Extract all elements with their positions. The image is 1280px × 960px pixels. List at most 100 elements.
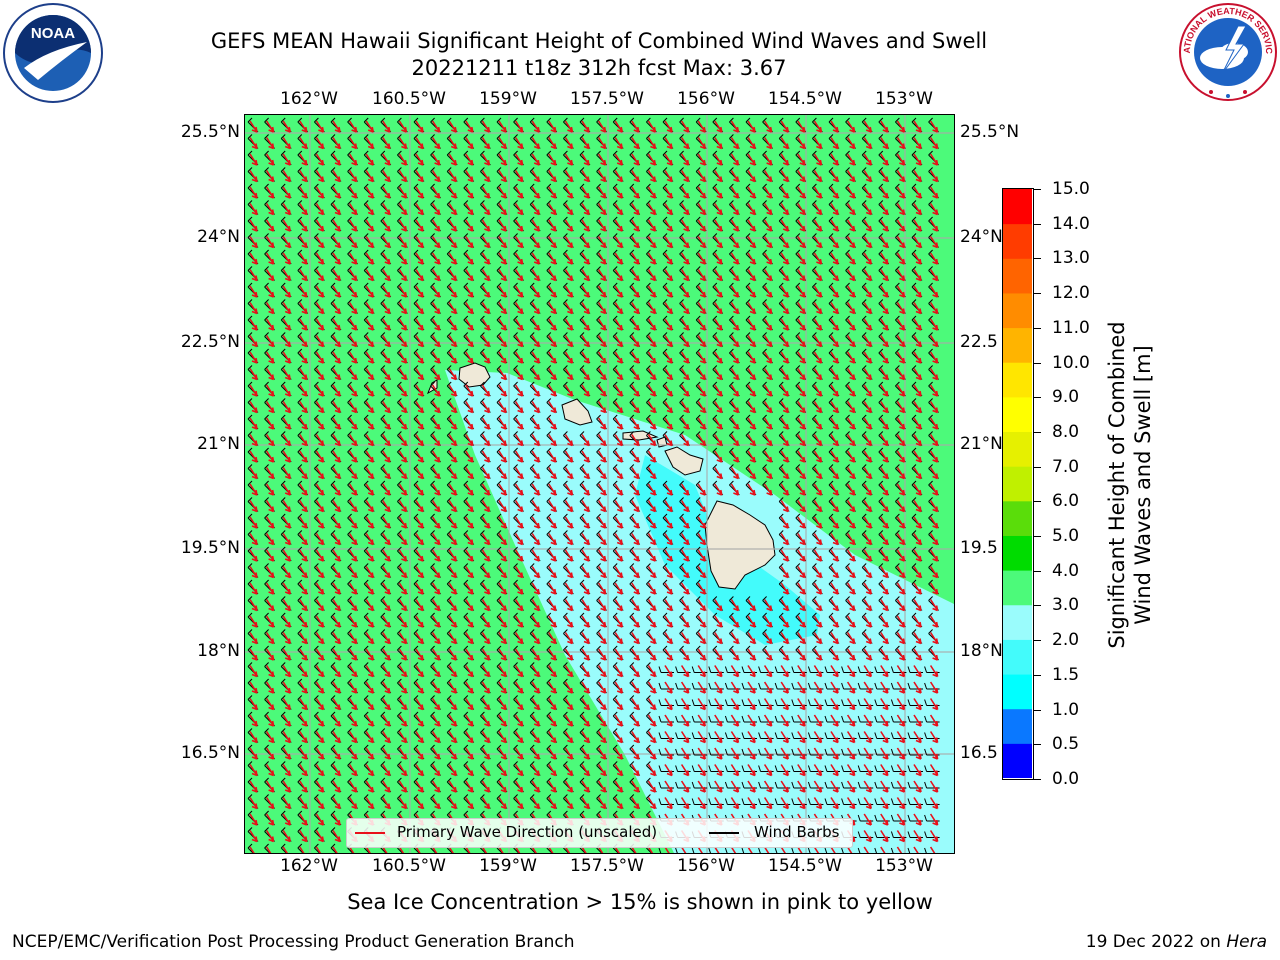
- wave-direction-arrow: [747, 714, 756, 727]
- wave-direction-arrow: [365, 714, 374, 727]
- wave-direction-arrow: [780, 599, 789, 612]
- wave-direction-arrow: [398, 566, 408, 579]
- wave-direction-arrow: [465, 632, 474, 645]
- wave-direction-arrow: [631, 747, 640, 760]
- wave-direction-arrow: [913, 599, 922, 612]
- wave-direction-arrow: [514, 632, 524, 645]
- wave-direction-arrow: [647, 764, 657, 777]
- wave-direction-arrow: [548, 648, 557, 661]
- wave-direction-arrow: [581, 368, 590, 381]
- wave-direction-arrow: [631, 780, 640, 793]
- wave-direction-arrow: [614, 846, 623, 853]
- wave-direction-arrow: [780, 285, 789, 298]
- wave-direction-arrow: [614, 780, 623, 793]
- wave-direction-arrow: [465, 285, 474, 298]
- colorbar-tick-mark: [1034, 605, 1041, 607]
- wave-direction-arrow: [564, 351, 574, 364]
- wave-direction-arrow: [249, 186, 258, 199]
- wave-direction-arrow: [282, 401, 291, 414]
- wave-direction-arrow: [830, 764, 839, 777]
- wave-direction-arrow: [863, 566, 872, 579]
- wave-direction-arrow: [299, 731, 308, 744]
- wave-direction-arrow: [763, 632, 773, 645]
- wave-direction-arrow: [282, 632, 291, 645]
- wave-direction-arrow: [863, 681, 872, 694]
- wave-direction-arrow: [498, 318, 507, 331]
- wave-direction-arrow: [415, 582, 424, 595]
- wave-direction-arrow: [249, 764, 258, 777]
- wave-direction-arrow: [465, 681, 474, 694]
- wave-direction-arrow: [697, 599, 706, 612]
- wave-direction-arrow: [614, 417, 623, 430]
- wave-direction-arrow: [498, 665, 507, 678]
- wave-direction-arrow: [365, 681, 374, 694]
- wave-direction-arrow: [664, 269, 673, 282]
- wave-direction-arrow: [730, 318, 740, 331]
- wave-direction-arrow: [614, 153, 623, 166]
- wave-direction-arrow: [315, 797, 325, 810]
- wave-direction-arrow: [597, 236, 607, 249]
- wave-direction-arrow: [780, 780, 789, 793]
- wave-direction-arrow: [514, 747, 524, 760]
- wave-direction-arrow: [398, 549, 408, 562]
- wave-direction-arrow: [680, 714, 690, 727]
- wave-direction-arrow: [763, 698, 773, 711]
- wave-direction-arrow: [763, 137, 773, 150]
- wave-direction-arrow: [780, 203, 789, 216]
- wind-barb: [330, 843, 337, 853]
- wave-direction-arrow: [465, 846, 473, 853]
- wave-direction-arrow: [498, 120, 507, 133]
- wave-direction-arrow: [680, 384, 690, 397]
- wave-direction-arrow: [896, 846, 905, 853]
- wave-direction-arrow: [265, 764, 275, 777]
- wave-direction-arrow: [614, 566, 623, 579]
- wave-direction-arrow: [465, 764, 474, 777]
- wave-direction-arrow: [514, 516, 524, 529]
- wave-direction-arrow: [797, 797, 806, 810]
- wave-direction-arrow: [597, 500, 607, 513]
- wave-direction-arrow: [548, 384, 557, 397]
- wave-direction-arrow: [398, 137, 408, 150]
- wave-direction-arrow: [365, 137, 374, 150]
- wave-direction-arrow: [714, 483, 723, 496]
- wave-direction-arrow: [830, 731, 839, 744]
- wave-direction-arrow: [431, 582, 441, 595]
- wave-direction-arrow: [846, 120, 856, 133]
- wave-direction-arrow: [299, 747, 308, 760]
- wave-direction-arrow: [797, 599, 806, 612]
- wave-direction-arrow: [664, 401, 673, 414]
- wave-direction-arrow: [880, 384, 889, 397]
- wave-direction-arrow: [415, 203, 424, 216]
- wave-direction-arrow: [730, 450, 740, 463]
- wave-direction-arrow: [398, 780, 408, 793]
- wind-barb: [675, 847, 678, 853]
- wave-direction-arrow: [299, 714, 308, 727]
- wave-direction-arrow: [398, 153, 408, 166]
- wave-direction-arrow: [481, 335, 491, 348]
- colorbar-tick-mark: [1034, 501, 1041, 503]
- wave-direction-arrow: [714, 797, 723, 810]
- wave-direction-arrow: [564, 153, 574, 166]
- wave-direction-arrow: [299, 120, 308, 133]
- wave-direction-arrow: [315, 351, 325, 364]
- wave-direction-arrow: [846, 797, 856, 810]
- wave-direction-arrow: [664, 632, 673, 645]
- wave-direction-arrow: [763, 417, 773, 430]
- wave-direction-arrow: [481, 665, 491, 678]
- wave-height-map: [244, 114, 955, 854]
- wave-direction-arrow: [830, 566, 839, 579]
- wave-direction-arrow: [431, 764, 441, 777]
- wave-direction-arrow: [415, 549, 424, 562]
- wind-barb: [724, 847, 728, 853]
- wave-direction-arrow: [348, 780, 358, 793]
- wave-direction-arrow: [315, 681, 325, 694]
- wave-direction-arrow: [929, 186, 939, 199]
- wave-direction-arrow: [265, 318, 275, 331]
- wave-direction-arrow: [597, 566, 607, 579]
- wave-direction-arrow: [498, 582, 507, 595]
- wave-direction-arrow: [880, 170, 889, 183]
- wave-direction-arrow: [265, 401, 275, 414]
- wave-direction-arrow: [415, 368, 424, 381]
- wave-direction-arrow: [697, 351, 706, 364]
- wave-direction-arrow: [614, 764, 623, 777]
